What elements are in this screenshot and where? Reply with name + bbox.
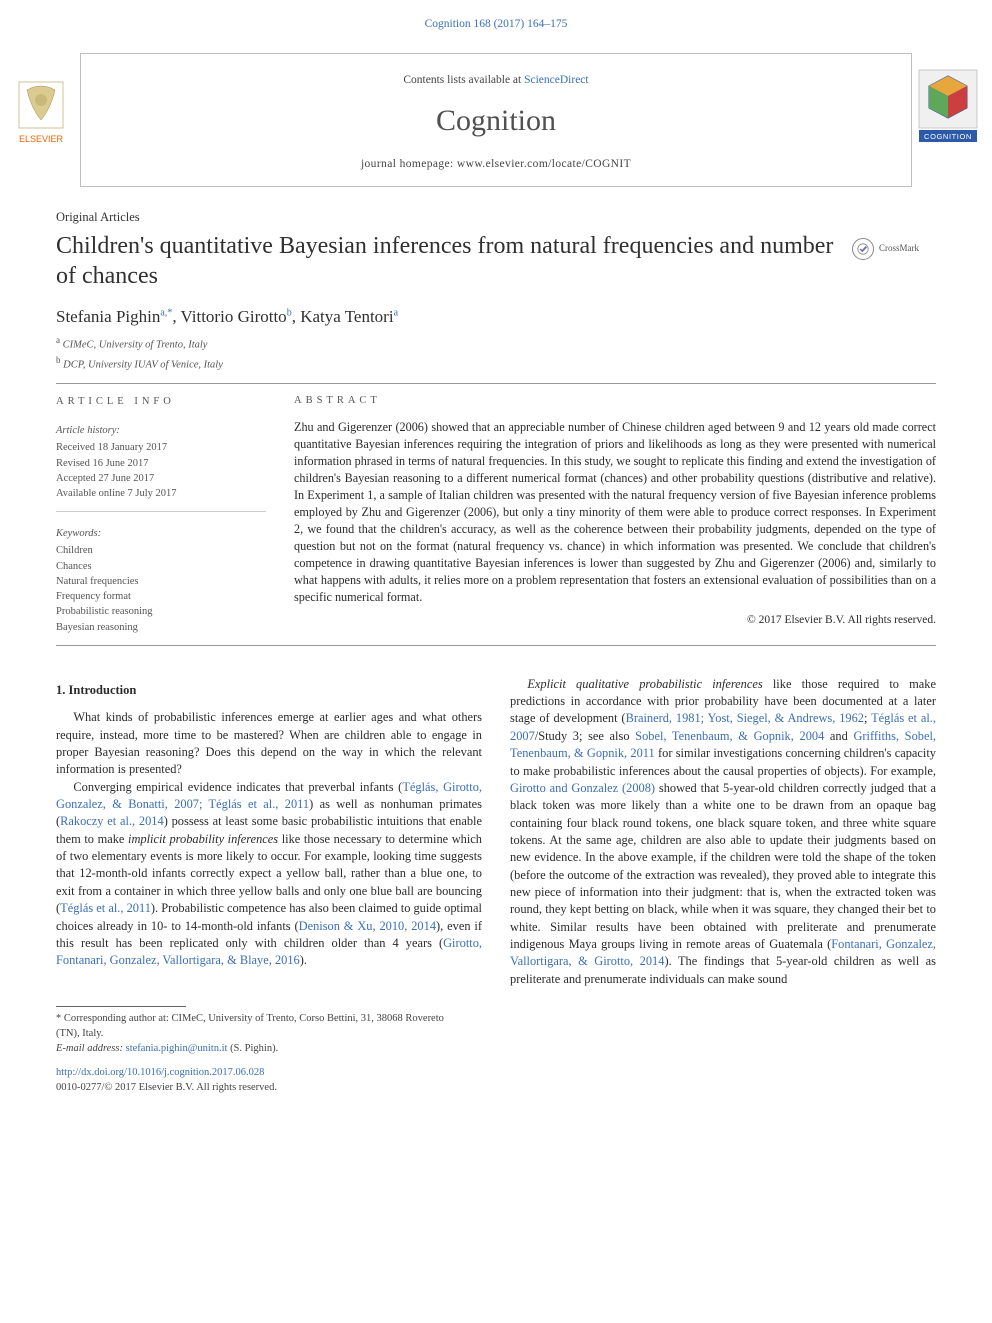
article-type: Original Articles [56,209,992,227]
history-received: Received 18 January 2017 [56,440,266,455]
article-info: article info Article history: Received 1… [56,394,266,635]
body-columns: 1. Introduction What kinds of probabilis… [56,676,936,988]
crossmark-badge[interactable]: CrossMark [852,235,936,263]
homepage-line: journal homepage: www.elsevier.com/locat… [105,156,887,172]
affiliation-b: DCP, University IUAV of Venice, Italy [61,359,223,370]
title-block: Children's quantitative Bayesian inferen… [56,231,936,291]
footnotes: * Corresponding author at: CIMeC, Univer… [56,1006,466,1056]
abstract-text: Zhu and Gigerenzer (2006) showed that an… [294,419,936,607]
history-revised: Revised 16 June 2017 [56,456,266,471]
history-accepted: Accepted 27 June 2017 [56,471,266,486]
paragraph: Explicit qualitative probabilistic infer… [510,676,936,988]
section-heading: 1. Introduction [56,682,482,700]
citation-link[interactable]: Brainerd, 1981; Yost, Siegel, & Andrews,… [626,711,864,725]
email-link[interactable]: stefania.pighin@unitn.it [126,1043,228,1054]
issn-copyright: 0010-0277/© 2017 Elsevier B.V. All right… [56,1081,936,1096]
doi-block: http://dx.doi.org/10.1016/j.cognition.20… [56,1066,936,1095]
citation: Cognition 168 (2017) 164–175 [425,18,568,30]
crossmark-icon [857,243,869,255]
author-1: Stefania Pighin [56,307,160,326]
contents-line: Contents lists available at ScienceDirec… [105,72,887,88]
abstract-copyright: © 2017 Elsevier B.V. All rights reserved… [294,612,936,628]
keyword: Probabilistic reasoning [56,604,266,619]
authors: Stefania Pighina,*, Vittorio Girottob, K… [56,305,936,329]
abstract-heading: abstract [294,394,936,409]
affiliations: a CIMeC, University of Trento, Italy b D… [56,334,936,373]
homepage-url[interactable]: www.elsevier.com/locate/COGNIT [457,158,631,170]
journal-name: Cognition [105,100,887,142]
crossmark-label: CrossMark [879,242,919,255]
footnote-rule [56,1006,186,1007]
keyword: Natural frequencies [56,574,266,589]
info-heading: article info [56,394,266,409]
affiliation-a: CIMeC, University of Trento, Italy [60,340,207,351]
journal-logo-text: COGNITION [924,132,972,141]
article-title: Children's quantitative Bayesian inferen… [56,231,936,291]
info-abstract-row: article info Article history: Received 1… [56,394,936,635]
citation-link[interactable]: Sobel, Tenenbaum, & Gopnik, 2004 [635,729,824,743]
keywords-label: Keywords: [56,526,266,541]
elsevier-wordmark: ELSEVIER [19,134,64,144]
cognition-journal-logo: COGNITION [917,68,979,144]
keyword: Frequency format [56,589,266,604]
citation-link[interactable]: Rakoczy et al., 2014 [60,814,164,828]
paragraph: Converging empirical evidence indicates … [56,779,482,970]
page-header: Cognition 168 (2017) 164–175 [0,0,992,39]
citation-link[interactable]: Téglás et al., 2011 [60,901,151,915]
history-label: Article history: [56,423,266,438]
rule-top [56,383,936,384]
paragraph: What kinds of probabilistic inferences e… [56,709,482,778]
sciencedirect-link[interactable]: ScienceDirect [524,74,589,86]
keyword: Bayesian reasoning [56,620,266,635]
abstract: abstract Zhu and Gigerenzer (2006) showe… [294,394,936,635]
doi-link[interactable]: http://dx.doi.org/10.1016/j.cognition.20… [56,1067,264,1078]
keyword: Children [56,543,266,558]
email-line: E-mail address: stefania.pighin@unitn.it… [56,1042,466,1057]
elsevier-logo: ELSEVIER [13,80,69,146]
citation-link[interactable]: Girotto and Gonzalez (2008) [510,781,655,795]
citation-link[interactable]: Denison & Xu, 2010, 2014 [299,919,436,933]
corresponding-author: * Corresponding author at: CIMeC, Univer… [56,1012,466,1041]
rule-bottom [56,645,936,646]
keyword: Chances [56,559,266,574]
journal-masthead: ELSEVIER COGNITION Contents lists availa… [80,53,912,187]
history-online: Available online 7 July 2017 [56,486,266,501]
